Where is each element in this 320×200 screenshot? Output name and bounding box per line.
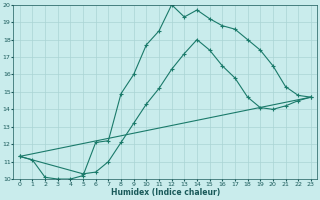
X-axis label: Humidex (Indice chaleur): Humidex (Indice chaleur) — [111, 188, 220, 197]
